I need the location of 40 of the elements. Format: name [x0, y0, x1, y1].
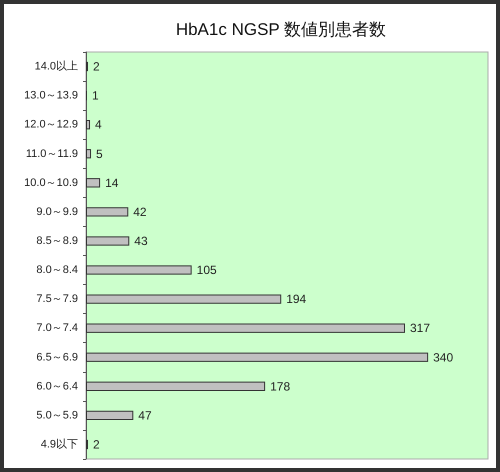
bar: [86, 120, 90, 130]
chart-title: HbA1c NGSP 数値別患者数: [176, 20, 386, 39]
y-tick-label: 9.0～9.9: [36, 206, 78, 218]
y-tick-label: 10.0～10.9: [24, 176, 78, 189]
y-tick-label: 6.5～6.9: [36, 351, 78, 364]
y-tick-label: 8.5～8.9: [36, 234, 78, 247]
data-label: 2: [93, 60, 100, 74]
y-tick-label: 13.0～13.9: [24, 90, 78, 102]
data-label: 42: [133, 204, 147, 219]
y-tick-label: 5.0～5.9: [36, 409, 78, 422]
data-label: 4: [95, 118, 102, 132]
y-tick-label: 7.5～7.9: [36, 293, 78, 306]
bar: [86, 324, 405, 333]
y-tick-label: 11.0～11.9: [26, 148, 78, 160]
y-tick-label: 6.0～6.4: [36, 380, 78, 392]
y-tick-label: 4.9以下: [40, 437, 78, 450]
data-label: 14: [105, 176, 119, 190]
bar: [86, 352, 428, 362]
data-label: 47: [138, 408, 152, 422]
y-tick-label: 8.0～8.4: [36, 264, 78, 276]
data-label: 194: [286, 292, 307, 306]
data-label: 1: [92, 88, 100, 103]
data-label: 2: [93, 437, 100, 452]
y-tick-label: 12.0～12.9: [24, 118, 78, 131]
data-label: 317: [410, 321, 430, 336]
y-tick-label: 14.0以上: [34, 60, 78, 73]
bar: [86, 149, 92, 158]
bar: [86, 207, 128, 217]
bar: [86, 236, 130, 246]
data-label: 178: [270, 379, 290, 394]
data-label: 43: [134, 234, 148, 248]
bar: [86, 382, 266, 391]
data-label: 105: [196, 263, 218, 278]
bar: [86, 410, 134, 420]
data-label: 5: [96, 146, 104, 161]
bar: [86, 294, 282, 304]
data-label: 340: [433, 350, 454, 364]
bar: [86, 265, 192, 275]
y-tick-label: 7.0～7.4: [36, 322, 78, 334]
bar: [86, 178, 100, 188]
